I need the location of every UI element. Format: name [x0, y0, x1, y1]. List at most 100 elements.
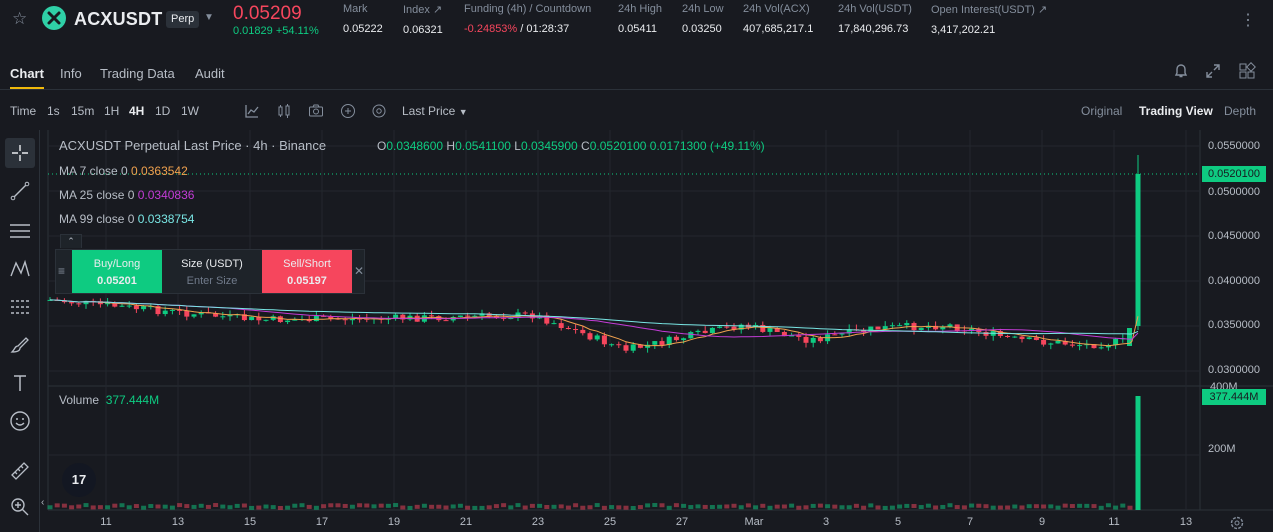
emoji-tool[interactable]	[5, 406, 35, 436]
candle	[573, 329, 579, 331]
volume-bar	[76, 504, 82, 509]
last-price: 0.05209	[233, 3, 302, 24]
size-input[interactable]: Enter Size	[186, 275, 238, 287]
close-icon[interactable]: ✕	[354, 264, 365, 278]
trend-line-tool[interactable]	[5, 176, 35, 206]
candle	[817, 337, 823, 342]
layout-grid-icon[interactable]	[1238, 62, 1256, 80]
more-options-icon[interactable]: ⋮	[1240, 12, 1256, 29]
camera-icon[interactable]	[308, 103, 324, 119]
volume-bar	[184, 504, 190, 509]
interval-1w[interactable]: 1W	[181, 104, 199, 118]
volume-bar	[155, 504, 161, 509]
candle	[1041, 339, 1047, 345]
fib-tool[interactable]	[5, 292, 35, 322]
stat-index[interactable]: Index ↗ 0.06321	[403, 3, 443, 36]
volume-bar	[126, 505, 132, 510]
volume-bar	[1127, 505, 1133, 510]
text-tool[interactable]	[5, 368, 35, 398]
stat-open-interest[interactable]: Open Interest(USDT) ↗ 3,417,202.21	[931, 3, 1047, 36]
interval-15m[interactable]: 15m	[71, 104, 95, 118]
volume-bar	[119, 503, 125, 508]
stat-value: 3,417,202.21	[931, 24, 996, 36]
price-axis-label: 0.0350000	[1208, 319, 1260, 331]
stat-label: 24h Low	[682, 3, 724, 15]
candle	[443, 320, 449, 322]
stat-value: -0.24853% / 01:28:37	[464, 23, 591, 35]
candle	[256, 316, 262, 321]
interval-1d[interactable]: 1D	[155, 104, 171, 118]
date-axis-label: 21	[459, 516, 473, 528]
ma-value: 0.0338754	[137, 212, 195, 226]
ma99-legend[interactable]: MA 99 close 0 0.0338754	[59, 212, 194, 226]
order-widget-collapse-button[interactable]: ⌃	[60, 234, 82, 248]
tab-info[interactable]: Info	[60, 66, 82, 81]
candle	[249, 316, 255, 321]
ma7-legend[interactable]: MA 7 close 0 0.0363542	[59, 164, 188, 178]
volume-bar	[774, 504, 780, 509]
crosshair-tool[interactable]	[5, 138, 35, 168]
symbol-dropdown-icon[interactable]: ▼	[204, 12, 214, 23]
interval-1s[interactable]: 1s	[47, 104, 60, 118]
volume-bar	[1113, 505, 1119, 510]
favorite-star-icon[interactable]: ☆	[12, 9, 28, 28]
bell-icon[interactable]	[1172, 62, 1190, 80]
acx-logo	[42, 6, 66, 30]
ruler-tool[interactable]	[5, 456, 35, 486]
ma25-legend[interactable]: MA 25 close 0 0.0340836	[59, 188, 194, 202]
interval-1h[interactable]: 1H	[104, 104, 120, 118]
tradingview-logo: 17	[62, 463, 96, 497]
view-trading-view[interactable]: Trading View	[1139, 104, 1213, 118]
candle	[191, 314, 197, 317]
candle	[969, 328, 975, 332]
candle	[76, 303, 82, 305]
volume-bar	[681, 503, 687, 508]
buy-long-button[interactable]: Buy/Long 0.05201	[72, 250, 162, 293]
price-type-dropdown[interactable]: Last Price ▼	[402, 104, 468, 118]
brush-tool[interactable]	[5, 330, 35, 360]
volume-bar	[385, 503, 391, 508]
chevron-left-icon[interactable]: ‹	[41, 497, 45, 508]
volume-bar	[371, 504, 377, 509]
interval-4h[interactable]: 4H	[129, 104, 145, 118]
ohlc-close: 0.0520100	[589, 139, 647, 153]
volume-bar	[1005, 505, 1011, 510]
chart-toolbar: Time 1s 15m 1H 4H 1D 1W Last Price ▼ Ori…	[0, 96, 1273, 126]
volume-bar	[789, 503, 795, 508]
volume-bar	[601, 505, 607, 510]
horizontal-lines-tool[interactable]	[5, 216, 35, 246]
candle	[558, 323, 564, 328]
candle	[774, 328, 780, 332]
candle	[1019, 336, 1025, 340]
add-indicator-icon[interactable]	[340, 103, 356, 119]
view-original[interactable]: Original	[1081, 104, 1123, 118]
tab-trading-data[interactable]: Trading Data	[100, 66, 175, 81]
gear-icon[interactable]	[1229, 515, 1245, 531]
volume-bar	[673, 503, 679, 508]
candle	[457, 315, 463, 317]
candle-type-icon[interactable]	[276, 103, 292, 119]
candle	[1135, 174, 1141, 326]
pattern-tool[interactable]	[5, 254, 35, 284]
magnet-tool[interactable]	[5, 492, 35, 522]
view-depth[interactable]: Depth	[1224, 104, 1257, 118]
candle	[1077, 345, 1083, 347]
tab-audit[interactable]: Audit	[195, 66, 225, 81]
candle	[681, 338, 687, 341]
sell-short-button[interactable]: Sell/Short 0.05197	[262, 250, 352, 293]
tab-chart[interactable]: Chart	[10, 66, 44, 81]
price-chart[interactable]	[40, 130, 1273, 532]
expand-icon[interactable]	[1204, 62, 1222, 80]
candle	[717, 326, 723, 328]
chart-settings-icon[interactable]	[371, 103, 387, 119]
volume-bar	[213, 503, 219, 508]
drag-handle-icon[interactable]: ≡	[58, 264, 66, 278]
candle	[688, 332, 694, 339]
candle	[637, 344, 643, 348]
symbol-name[interactable]: ACXUSDT	[74, 9, 163, 29]
candle	[544, 315, 550, 324]
volume-bar	[990, 505, 996, 510]
volume-bar	[328, 503, 334, 508]
indicator-icon[interactable]	[244, 103, 260, 119]
crosshair-icon	[12, 145, 28, 161]
